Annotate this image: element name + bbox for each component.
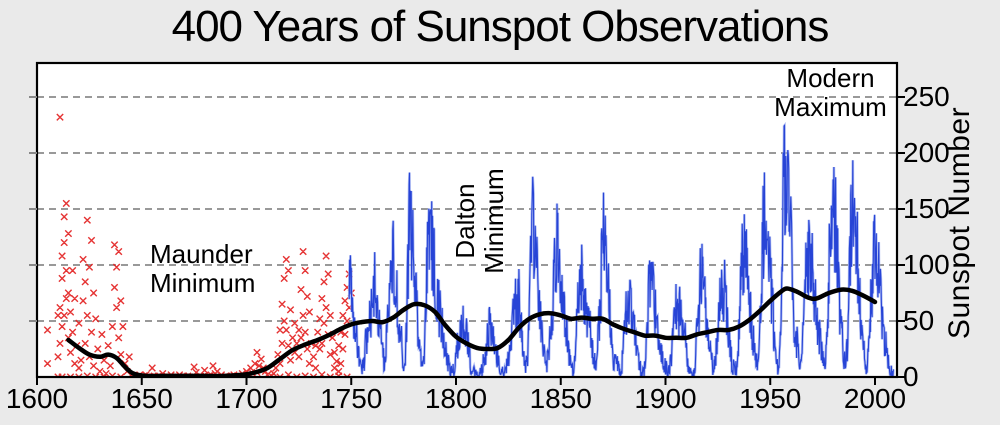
annotation-line: Maximum bbox=[774, 92, 887, 122]
x-tick-label: 1750 bbox=[320, 383, 383, 414]
annotation-dalton-minimum: Dalton Minimum bbox=[450, 121, 509, 321]
x-tick-label: 1800 bbox=[424, 383, 488, 414]
annotation-line: Dalton bbox=[450, 183, 480, 259]
chart-title: 400 Years of Sunspot Observations bbox=[171, 2, 830, 51]
y-tick-label: 0 bbox=[903, 361, 919, 392]
plot-border bbox=[35, 61, 899, 379]
annotation-modern-maximum: Modern Maximum bbox=[753, 64, 908, 122]
x-tick-label: 1650 bbox=[110, 383, 173, 414]
annotation-line: Maunder bbox=[150, 239, 253, 269]
annotation-line: Minimum bbox=[479, 168, 509, 274]
annotation-line: Modern bbox=[786, 63, 875, 93]
annotation-maunder-minimum: Maunder Minimum bbox=[150, 240, 255, 298]
x-tick-label: 1900 bbox=[634, 383, 697, 414]
annotation-line: Minimum bbox=[150, 268, 256, 298]
y-tick-label: 250 bbox=[903, 81, 950, 112]
y-tick-label: 100 bbox=[903, 249, 950, 280]
y-tick-label: 150 bbox=[903, 193, 950, 224]
x-tick-label: 1600 bbox=[5, 383, 69, 414]
x-tick-label: 2000 bbox=[843, 383, 907, 414]
y-tick-label: 200 bbox=[903, 137, 950, 168]
x-tick-label: 1700 bbox=[215, 383, 278, 414]
x-tick-label: 1850 bbox=[529, 383, 592, 414]
x-tick-label: 1950 bbox=[739, 383, 802, 414]
monthly-sunspot-line bbox=[348, 124, 894, 376]
y-tick-label: 50 bbox=[903, 305, 935, 336]
